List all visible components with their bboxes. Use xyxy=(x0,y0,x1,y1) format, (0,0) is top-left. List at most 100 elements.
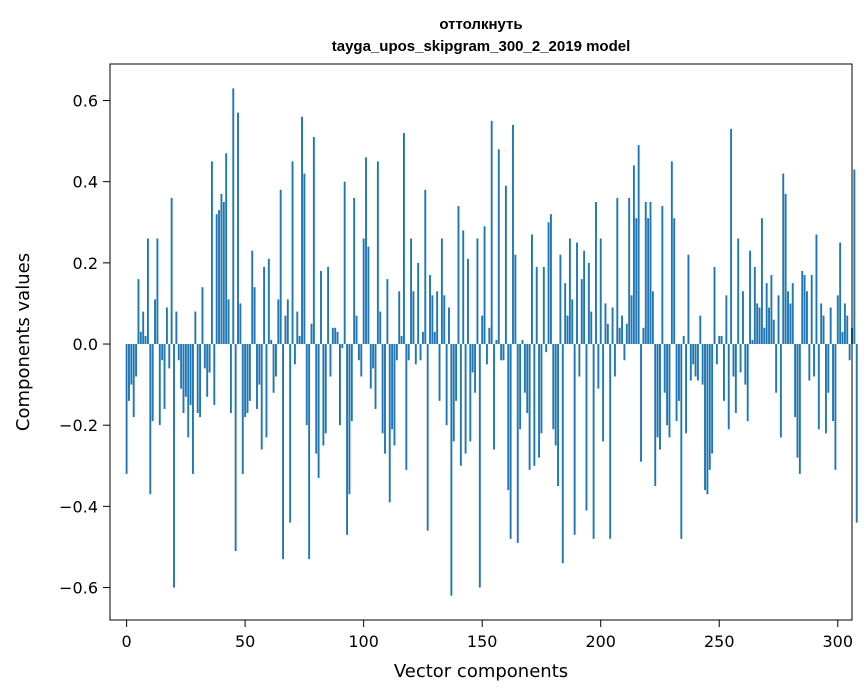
bar-276 xyxy=(779,344,782,438)
bar-168 xyxy=(523,344,526,393)
bar-194 xyxy=(585,344,588,511)
bar-6 xyxy=(139,331,142,345)
bar-302 xyxy=(841,331,844,345)
bar-113 xyxy=(393,344,396,446)
bar-304 xyxy=(846,315,849,345)
y-tick-label: −0.2 xyxy=(59,416,98,435)
bar-265 xyxy=(753,266,756,345)
bar-129 xyxy=(431,295,434,345)
bar-176 xyxy=(542,266,545,345)
bar-146 xyxy=(471,344,474,373)
bar-105 xyxy=(374,344,377,409)
bar-76 xyxy=(305,344,308,426)
bar-84 xyxy=(324,344,327,434)
bar-29 xyxy=(194,311,197,345)
bar-85 xyxy=(327,266,330,345)
bar-130 xyxy=(433,331,436,345)
bar-63 xyxy=(274,344,277,377)
x-tick-label: 100 xyxy=(348,632,379,651)
bar-251 xyxy=(720,335,723,345)
bar-144 xyxy=(467,258,469,345)
bar-89 xyxy=(336,331,339,345)
bar-153 xyxy=(488,327,491,345)
bar-143 xyxy=(464,344,467,454)
bar-119 xyxy=(407,344,410,361)
bar-53 xyxy=(251,250,254,345)
bar-61 xyxy=(270,339,273,345)
bar-8 xyxy=(144,335,147,345)
bar-184 xyxy=(561,344,564,564)
bar-281 xyxy=(791,283,794,345)
bar-32 xyxy=(201,287,204,345)
bar-252 xyxy=(723,344,725,401)
bar-157 xyxy=(497,149,500,345)
y-axis-label: Components values xyxy=(13,253,34,431)
plot-frame xyxy=(109,63,853,621)
bar-1 xyxy=(128,344,130,401)
bar-75 xyxy=(303,173,306,345)
bar-211 xyxy=(625,323,628,345)
bar-289 xyxy=(810,275,813,345)
y-tick-label: −0.4 xyxy=(59,497,98,516)
bar-287 xyxy=(806,291,808,345)
bar-258 xyxy=(737,238,740,345)
bar-114 xyxy=(395,344,398,361)
bar-237 xyxy=(687,254,690,345)
y-axis-ticks: −0.6 −0.4 −0.2 0.0 0.2 0.4 0.6 xyxy=(59,92,110,598)
bar-131 xyxy=(436,291,439,345)
y-tick-label: −0.6 xyxy=(59,579,98,598)
bar-298 xyxy=(832,344,834,422)
bar-72 xyxy=(296,311,299,345)
bar-243 xyxy=(701,344,704,385)
bar-145 xyxy=(469,344,472,442)
bar-45 xyxy=(232,88,235,345)
bar-150 xyxy=(481,315,484,345)
bar-284 xyxy=(798,344,801,474)
bar-148 xyxy=(476,238,479,345)
bar-55 xyxy=(256,344,258,409)
bar-49 xyxy=(241,344,244,474)
bar-273 xyxy=(772,319,775,345)
bar-297 xyxy=(829,307,832,345)
bar-138 xyxy=(452,344,455,442)
bar-275 xyxy=(777,295,780,345)
bar-117 xyxy=(403,132,405,345)
bar-209 xyxy=(621,315,623,345)
bar-24 xyxy=(182,344,185,414)
bar-126 xyxy=(424,189,427,345)
bar-3 xyxy=(132,344,135,418)
bar-30 xyxy=(196,344,199,414)
bar-149 xyxy=(478,344,481,588)
bar-18 xyxy=(168,344,171,369)
bar-212 xyxy=(628,197,631,345)
y-tick-label: 0.2 xyxy=(73,254,98,273)
bar-220 xyxy=(647,218,650,345)
bar-271 xyxy=(768,307,770,345)
bar-96 xyxy=(353,197,356,345)
bar-52 xyxy=(248,344,251,401)
bar-269 xyxy=(763,327,766,345)
bar-33 xyxy=(203,344,206,369)
bar-295 xyxy=(824,344,827,434)
bar-186 xyxy=(566,315,569,345)
bar-100 xyxy=(362,238,365,345)
bar-137 xyxy=(450,344,453,596)
bar-136 xyxy=(448,307,450,345)
bar-301 xyxy=(839,242,842,345)
bar-162 xyxy=(509,344,512,539)
bar-87 xyxy=(331,327,334,345)
bar-305 xyxy=(848,344,851,361)
bar-120 xyxy=(410,238,413,345)
bar-101 xyxy=(365,157,367,345)
bar-163 xyxy=(512,124,514,345)
bar-226 xyxy=(661,206,664,345)
bar-196 xyxy=(590,311,593,345)
bar-80 xyxy=(315,344,318,454)
bar-13 xyxy=(156,238,159,345)
bar-171 xyxy=(531,234,533,345)
bar-122 xyxy=(414,344,417,365)
bar-274 xyxy=(775,344,778,393)
bar-67 xyxy=(284,315,287,345)
bar-133 xyxy=(440,238,443,345)
bar-0 xyxy=(125,344,128,474)
